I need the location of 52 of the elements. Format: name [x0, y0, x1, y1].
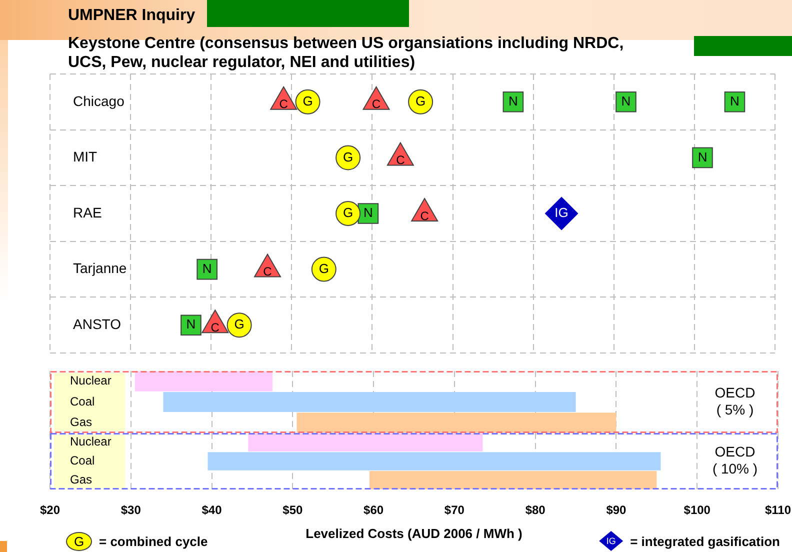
y-tick-label: Chicago	[73, 92, 125, 109]
y-tick-label: Gas	[70, 414, 92, 429]
data-label: C	[420, 208, 430, 223]
y-tick-label: RAE	[73, 204, 102, 220]
text: IG	[606, 536, 616, 546]
chart-title: UMPNER Inquiry	[68, 6, 196, 25]
data-label: N	[186, 316, 196, 332]
data-label: C	[396, 153, 406, 168]
data-label: G	[318, 260, 329, 276]
x-tick-label: $60	[364, 503, 384, 518]
x-tick-label: $20	[40, 503, 60, 518]
bar	[208, 452, 661, 470]
legend-label: = combined cycle	[99, 534, 208, 548]
x-tick-label: $110	[764, 503, 792, 518]
data-label: N	[508, 93, 518, 108]
data-label: N	[202, 260, 212, 276]
data-label: G	[234, 316, 244, 332]
data-label: IG	[554, 205, 568, 220]
y-tick-label: ANSTO	[73, 316, 122, 332]
legend-label: = integrated gasification	[630, 534, 780, 548]
x-tick-label: $40	[202, 503, 222, 518]
data-label: C	[210, 320, 220, 334]
data-label: C	[279, 97, 288, 112]
data-label: G	[415, 93, 426, 108]
data-label: N	[364, 205, 373, 220]
data-label: N	[730, 93, 740, 108]
data-label: G	[342, 205, 354, 220]
x-tick-label: $80	[525, 503, 546, 518]
annotation: OECD ( 5% )	[714, 384, 756, 418]
data-label: C	[372, 97, 381, 112]
bar	[370, 470, 657, 490]
annotation: OECD ( 10% )	[712, 444, 758, 477]
data-label: N	[698, 149, 708, 164]
y-tick-label: Coal	[70, 454, 95, 468]
y-tick-label: Nuclear	[70, 434, 112, 449]
x-tick-label: $30	[120, 503, 142, 518]
x-tick-label: $90	[606, 503, 627, 518]
x-axis-title: Levelized Costs (AUD 2006 / MWh )	[306, 526, 522, 541]
y-tick-label: Tarjanne	[73, 260, 127, 276]
data-label: G	[302, 93, 313, 108]
x-tick-label: $100	[684, 503, 711, 518]
chart-subtitle: Keystone Centre (consensus between US organsiations including NRDC, UCS, Pew, nuclear regulator, NEI and utilities)	[68, 34, 625, 72]
y-tick-label: Coal	[70, 394, 95, 408]
data-label: C	[263, 264, 272, 279]
data-label: N	[621, 93, 631, 108]
y-tick-label: Nuclear	[70, 374, 112, 388]
x-tick-label: $70	[444, 503, 465, 518]
data-label: G	[342, 149, 354, 164]
text: G	[74, 534, 84, 548]
y-tick-label: MIT	[73, 148, 98, 165]
y-tick-label: Gas	[70, 472, 92, 486]
x-tick-label: $50	[282, 503, 303, 518]
